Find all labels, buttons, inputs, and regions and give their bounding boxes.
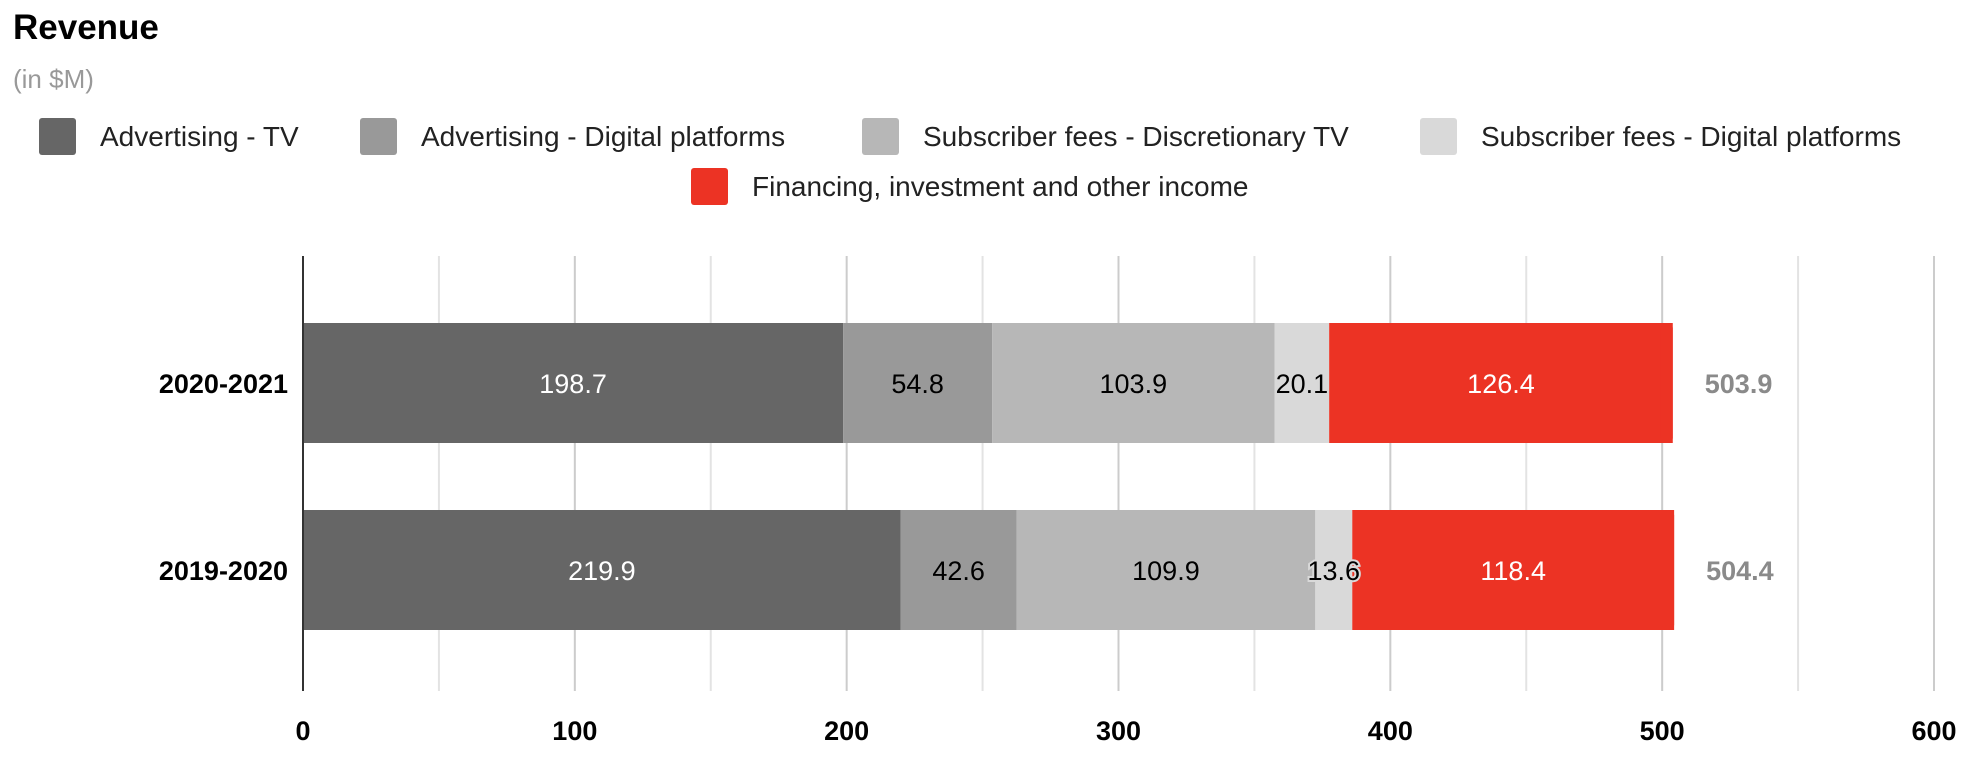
legend-swatch [1420,118,1457,155]
x-tick-label: 500 [1640,716,1685,746]
legend-item: Advertising - Digital platforms [360,118,785,155]
data-label: 20.1 [1276,369,1329,399]
bar-segment [900,510,1017,630]
bar-end-cap [1660,323,1673,443]
data-label: 126.4 [1467,369,1535,399]
bar-segment [1315,510,1353,630]
data-label: 13.6 [1308,556,1361,586]
x-tick-label: 400 [1368,716,1413,746]
legend-item: Advertising - TV [39,118,299,155]
chart-title: Revenue [13,8,159,47]
x-tick-label: 600 [1911,716,1956,746]
x-tick-label: 300 [1096,716,1141,746]
data-label: 219.9 [568,556,636,586]
legend-item: Subscriber fees - Discretionary TV [862,118,1349,155]
data-label: 198.7 [539,369,607,399]
category-label: 2019-2020 [159,556,288,586]
bar-end-cap [1662,510,1675,630]
legend-swatch [691,168,728,205]
bar-segment [1329,323,1673,443]
bar-segment [1352,510,1675,630]
data-label: 118.4 [1480,556,1546,586]
legend-swatch [862,118,899,155]
bar-segment [992,323,1275,443]
legend-label: Subscriber fees - Discretionary TV [923,120,1349,152]
legend-label: Subscriber fees - Digital platforms [1481,120,1902,152]
bar-segment [303,323,844,443]
legend-label: Financing, investment and other income [752,170,1249,202]
legend-item: Subscriber fees - Digital platforms [1420,118,1901,155]
data-label: 42.6 [932,556,985,586]
data-label: 109.9 [1132,556,1200,586]
bar-segment [303,510,901,630]
data-label: 54.8 [891,369,944,399]
x-tick-label: 0 [295,716,310,746]
legend-item: Financing, investment and other income [691,168,1249,205]
legend-label: Advertising - Digital platforms [421,120,786,152]
chart-subtitle: (in $M) [13,64,94,94]
bar-segment [843,323,993,443]
legend-swatch [360,118,397,155]
bar-segment [1274,323,1330,443]
total-label: 503.9 [1705,369,1773,399]
legend-label: Advertising - TV [100,120,299,152]
x-tick-label: 100 [552,716,597,746]
legend-swatch [39,118,76,155]
data-label: 103.9 [1100,369,1168,399]
category-label: 2020-2021 [159,369,288,399]
x-tick-label: 200 [824,716,869,746]
bar-segment [1016,510,1316,630]
total-label: 504.4 [1706,556,1774,586]
